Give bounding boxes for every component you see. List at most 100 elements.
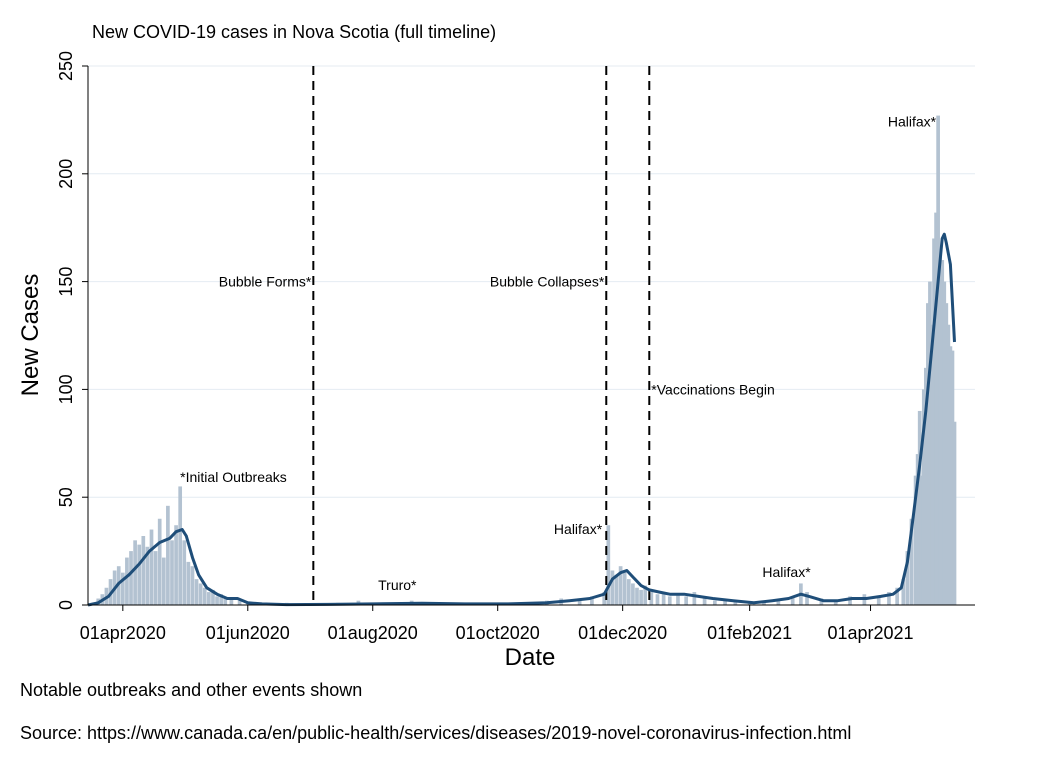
chart-title: New COVID-19 cases in Nova Scotia (full …	[92, 22, 496, 42]
daily-case-bar	[223, 598, 228, 605]
daily-case-bar	[923, 367, 928, 605]
daily-case-bar	[917, 410, 922, 605]
y-tick-label: 0	[56, 600, 76, 610]
outbreak-annotation: *Initial Outbreaks	[180, 469, 287, 485]
event-label: *Vaccinations Begin	[651, 381, 774, 397]
event-lines: Bubble Forms* Bubble Collapses* *Vaccinati…	[219, 66, 775, 605]
annotations: *Initial Outbreaks Truro* Halifax* Halifax*…	[180, 113, 936, 593]
daily-case-bar	[626, 579, 631, 605]
daily-case-bar	[950, 350, 955, 605]
daily-case-bar	[606, 525, 611, 605]
smoothed-line	[87, 232, 956, 607]
daily-case-bar	[207, 592, 211, 605]
daily-case-bar	[145, 546, 150, 605]
daily-case-bar	[618, 566, 623, 605]
daily-case-bar	[202, 587, 207, 605]
daily-case-bar	[622, 570, 627, 605]
daily-case-bar	[157, 518, 162, 605]
x-tick-label: 01aug2020	[328, 623, 418, 643]
daily-case-bar	[944, 303, 949, 605]
daily-case-bar	[667, 596, 672, 605]
daily-case-bar	[833, 600, 838, 605]
daily-case-bar	[125, 557, 129, 605]
daily-case-bar	[194, 579, 199, 605]
daily-case-bar	[661, 592, 666, 605]
footer-note: Notable outbreaks and other events shown	[20, 680, 363, 700]
daily-case-bar	[614, 574, 619, 605]
daily-case-bar	[198, 583, 203, 605]
daily-case-bar	[930, 324, 934, 605]
daily-case-bar	[684, 596, 689, 605]
daily-case-bar	[178, 486, 183, 605]
daily-case-bar	[141, 536, 146, 605]
daily-case-bar	[577, 598, 582, 605]
daily-case-bar	[909, 518, 914, 605]
x-tick-label: 01feb2021	[707, 623, 792, 643]
daily-case-bar	[166, 505, 170, 605]
daily-case-bar	[182, 540, 187, 605]
daily-case-bar	[926, 303, 930, 605]
daily-case-bar	[938, 249, 943, 605]
daily-case-bar	[692, 592, 697, 605]
daily-case-bar	[819, 598, 824, 605]
x-tick-label: 01apr2020	[80, 623, 166, 643]
daily-case-bar	[776, 600, 781, 605]
daily-case-bar	[733, 600, 738, 605]
daily-case-bar	[946, 324, 951, 605]
outbreak-annotation: Truro*	[378, 577, 417, 593]
daily-case-bar	[643, 585, 648, 605]
daily-case-bar	[153, 551, 158, 605]
daily-case-bar	[676, 594, 680, 605]
outbreak-annotation: Halifax*	[762, 564, 811, 580]
daily-case-bar	[215, 596, 219, 605]
daily-case-bar	[940, 260, 945, 605]
daily-case-bar	[952, 421, 957, 605]
daily-case-bar	[635, 587, 639, 605]
footer-source: Source: https://www.canada.ca/en/public-…	[20, 723, 852, 743]
daily-case-bar	[901, 579, 906, 605]
x-tick-label: 01jun2020	[206, 623, 290, 643]
y-tick-label: 50	[56, 487, 76, 507]
daily-case-bar	[149, 529, 154, 605]
daily-case-bar	[237, 600, 242, 605]
y-tick-label: 200	[56, 159, 76, 189]
daily-case-bar	[133, 540, 137, 605]
event-label: Bubble Collapses*	[490, 274, 605, 290]
daily-case-bar	[211, 589, 215, 605]
daily-case-bar	[948, 346, 953, 605]
bar-series	[92, 115, 957, 606]
daily-case-bar	[790, 596, 795, 605]
daily-case-bar	[895, 587, 900, 605]
daily-case-bar	[747, 602, 752, 605]
x-axis-label: Date	[505, 644, 556, 670]
daily-case-bar	[936, 115, 940, 605]
daily-case-bar	[805, 592, 809, 605]
daily-case-bar	[712, 600, 717, 605]
y-axis-label: New Cases	[17, 274, 44, 397]
y-tick-label: 150	[56, 267, 76, 297]
outbreak-annotation: Halifax*	[554, 521, 603, 537]
daily-case-bar	[186, 561, 191, 605]
daily-case-bar	[655, 594, 660, 605]
daily-case-bar	[848, 596, 852, 605]
daily-case-bar	[631, 583, 635, 605]
daily-case-bar	[934, 212, 938, 605]
daily-case-bar	[219, 594, 223, 605]
daily-case-bar	[887, 592, 891, 605]
daily-case-bar	[120, 572, 125, 605]
x-tick-label: 01oct2020	[456, 623, 540, 643]
daily-case-bar	[723, 598, 727, 605]
daily-case-bar	[915, 454, 920, 605]
x-tick-label: 01dec2020	[578, 623, 667, 643]
y-tick-label: 250	[56, 51, 76, 81]
daily-case-bar	[610, 570, 615, 605]
y-tick-label: 100	[56, 374, 76, 404]
daily-case-bar	[174, 525, 178, 605]
daily-case-bar	[702, 598, 707, 605]
daily-case-bar	[190, 566, 195, 605]
axes: 0 50 100 150 200 250 01apr2020 01jun2020 01aug20…	[56, 51, 975, 643]
daily-case-bar	[170, 540, 174, 605]
daily-case-bar	[905, 551, 910, 605]
daily-case-bar	[649, 592, 654, 605]
daily-case-bar	[921, 389, 926, 605]
